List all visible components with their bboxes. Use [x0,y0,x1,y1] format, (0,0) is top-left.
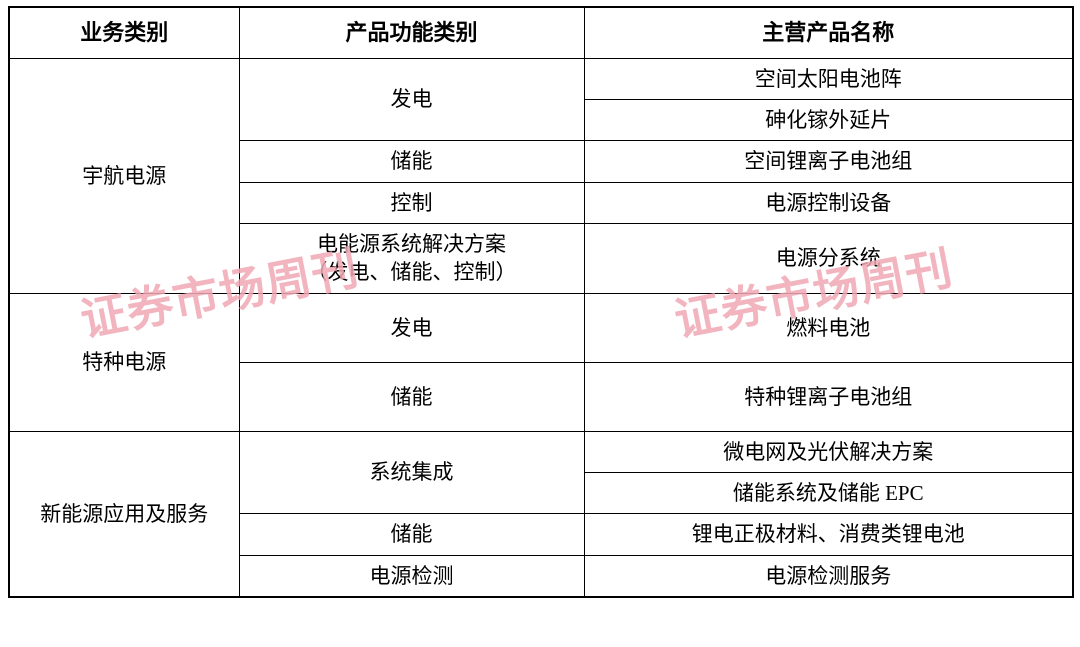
table-header: 业务类别 产品功能类别 主营产品名称 [8,6,1074,59]
table-row: 电源检测 电源检测服务 [9,554,1074,598]
cell-product-name: 特种锂离子电池组 [583,361,1074,432]
cell-product-name: 砷化镓外延片 [583,99,1074,142]
column-header-product-function-category: 产品功能类别 [238,6,585,59]
cell-function-category: 电能源系统解决方案 （发电、储能、控制） [238,223,585,294]
table-body: 宇航电源 发电 空间太阳电池阵 砷化镓外延片 储能 空间锂离子电池组 控制 电源… [8,57,1074,598]
cell-business-category: 新能源应用及服务 [8,430,240,598]
cell-product-name: 空间锂离子电池组 [583,140,1074,183]
cell-function-category: 系统集成 [238,430,585,515]
cell-product-name: 锂电正极材料、消费类锂电池 [583,513,1074,556]
cell-product-name: 微电网及光伏解决方案 [583,430,1074,474]
table-row: 控制 电源控制设备 [9,181,1074,225]
table-row: 砷化镓外延片 [9,99,1074,142]
table-row: 宇航电源 发电 空间太阳电池阵 [8,57,1074,294]
cell-function-category: 发电 [238,292,585,363]
cell-business-category: 宇航电源 [8,57,240,294]
cell-product-name: 电源控制设备 [583,181,1074,225]
cell-product-name: 电源分系统 [583,223,1074,294]
column-header-main-product-name: 主营产品名称 [583,6,1074,59]
cell-function-category: 储能 [238,140,585,183]
cell-function-category: 发电 [238,57,585,142]
cell-product-name: 储能系统及储能 EPC [583,472,1074,515]
cell-function-category: 控制 [238,181,585,225]
cell-function-category: 电源检测 [238,554,585,598]
cell-business-category: 特种电源 [8,292,240,432]
column-header-business-category: 业务类别 [8,6,240,59]
table-row: 储能 锂电正极材料、消费类锂电池 [9,513,1074,556]
table-row: 电能源系统解决方案 （发电、储能、控制） 电源分系统 [9,223,1074,294]
table-header-row: 业务类别 产品功能类别 主营产品名称 [8,6,1074,59]
cell-product-name: 燃料电池 [583,292,1074,363]
table-row: 新能源应用及服务 系统集成 微电网及光伏解决方案 [8,430,1074,598]
table-row: 储能 特种锂离子电池组 [9,361,1074,432]
table-row: 储能 空间锂离子电池组 [9,140,1074,183]
cell-function-category: 储能 [238,513,585,556]
cell-product-name: 空间太阳电池阵 [583,57,1074,101]
table-row: 特种电源 发电 燃料电池 [8,292,1074,432]
table-row: 储能系统及储能 EPC [9,472,1074,515]
product-category-table: 业务类别 产品功能类别 主营产品名称 宇航电源 发电 空间太阳电池阵 砷化镓外延… [8,6,1074,599]
cell-function-category: 储能 [238,361,585,432]
cell-product-name: 电源检测服务 [583,554,1074,598]
